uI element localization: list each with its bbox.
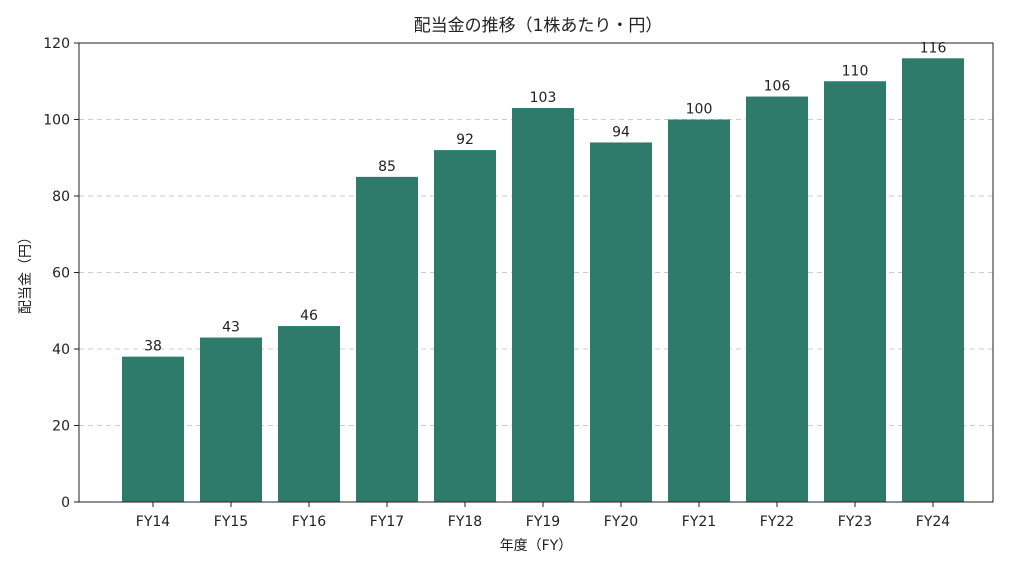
bar: [434, 150, 496, 502]
x-tick-label: FY20: [604, 514, 638, 530]
x-tick-label: FY23: [838, 514, 872, 530]
bar: [746, 96, 808, 503]
y-tick-label: 0: [61, 495, 70, 511]
x-tick-label: FY15: [214, 514, 248, 530]
x-tick-label: FY21: [682, 514, 716, 530]
bar: [278, 326, 340, 502]
bar-value-label: 85: [378, 159, 396, 175]
x-tick-label: FY14: [136, 514, 171, 530]
x-tick-label: FY18: [448, 514, 482, 530]
y-tick-label: 20: [52, 419, 70, 435]
y-axis-ticks: 0 20 40 60 80 100 120: [43, 36, 79, 511]
chart-title: 配当金の推移（1株あたり・円）: [414, 16, 663, 36]
y-tick-label: 120: [43, 36, 70, 52]
x-tick-label: FY16: [292, 514, 327, 530]
bar-value-label: 92: [456, 132, 474, 148]
x-axis-ticks: FY14 FY15 FY16 FY17 FY18 FY19 FY20 FY21 FY22 FY23…: [136, 502, 951, 530]
x-axis-label: 年度（FY）: [500, 538, 573, 554]
y-tick-label: 60: [52, 266, 70, 282]
bar: [902, 58, 964, 503]
bar: [590, 142, 652, 502]
bar-value-label: 110: [842, 63, 869, 79]
x-tick-label: FY19: [526, 514, 560, 530]
x-tick-label: FY22: [760, 514, 794, 530]
y-tick-label: 40: [52, 342, 70, 358]
bar-value-label: 43: [222, 320, 240, 336]
bar: [122, 356, 184, 502]
y-tick-label: 100: [43, 113, 70, 129]
bar-value-label: 103: [530, 90, 557, 106]
bar: [512, 108, 574, 503]
bar-value-label: 106: [764, 79, 791, 95]
data-labels: 38 43 46 85 92 103 94 100 106 110 116: [144, 40, 946, 354]
bar: [824, 81, 886, 502]
bar-value-label: 46: [300, 308, 318, 324]
bar: [668, 119, 730, 502]
y-axis-label: 配当金（円）: [18, 230, 34, 314]
bar-value-label: 38: [144, 339, 162, 355]
bar-value-label: 94: [612, 124, 630, 140]
bar-value-label: 116: [920, 40, 947, 56]
x-tick-label: FY24: [916, 514, 951, 530]
bar: [200, 337, 262, 502]
y-tick-label: 80: [52, 189, 70, 205]
x-tick-label: FY17: [370, 514, 404, 530]
bar-value-label: 100: [686, 102, 713, 118]
bars: [122, 58, 964, 503]
bar: [356, 176, 418, 502]
